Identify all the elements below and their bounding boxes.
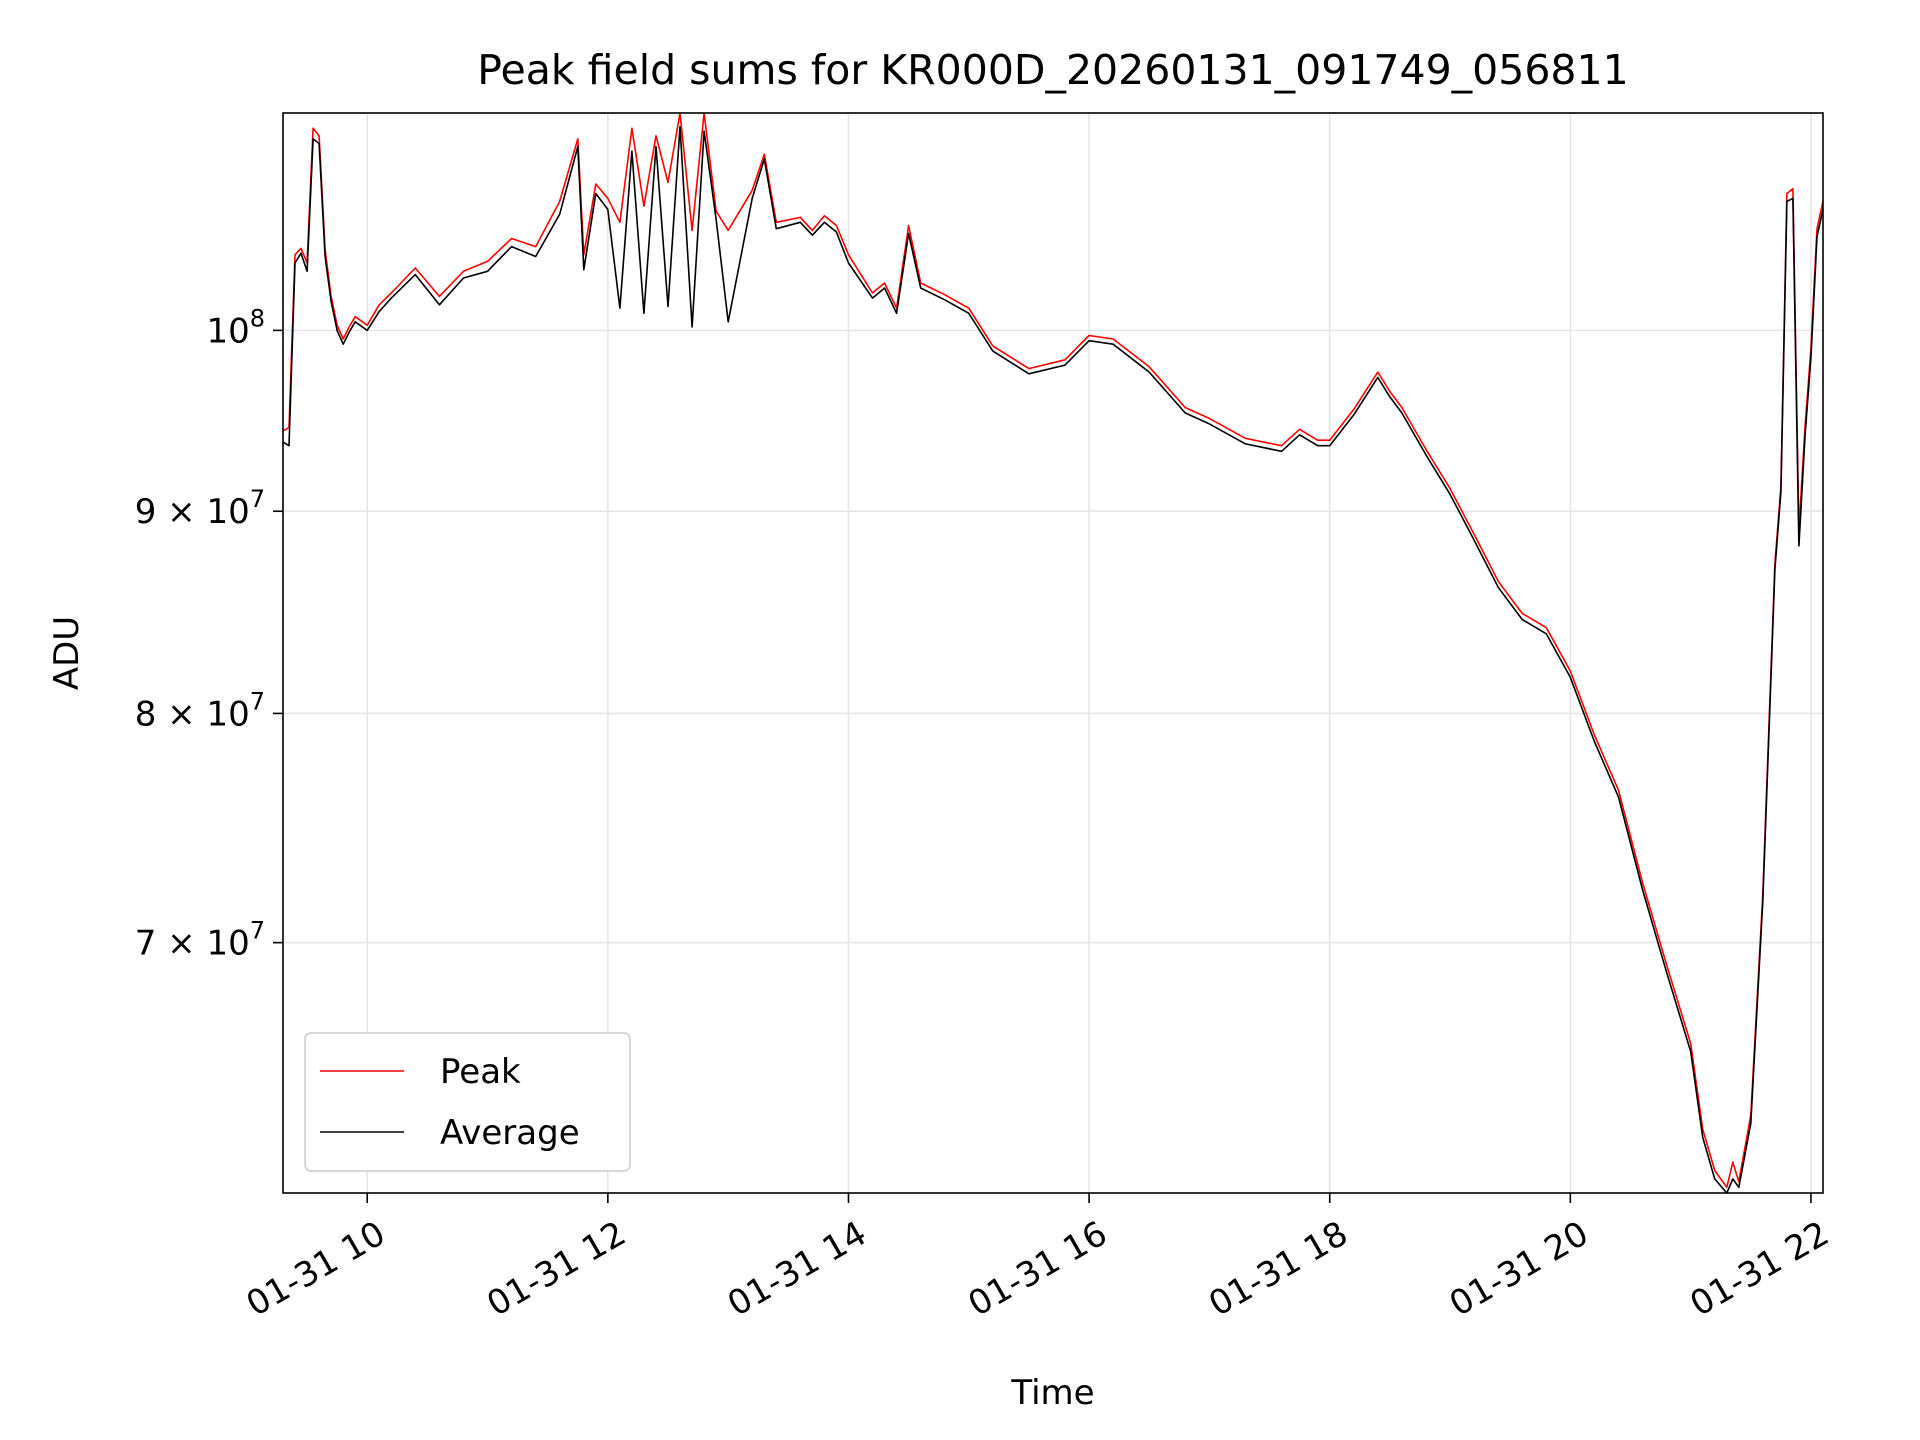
y-axis-label: ADU [47, 616, 87, 690]
y-tick-label: 9 × 107 [135, 485, 265, 532]
x-axis-label: Time [1010, 1373, 1094, 1413]
legend-box [304, 1032, 631, 1172]
legend-average-label: Average [440, 1113, 580, 1153]
chart-title: Peak field sums for KR000D_20260131_0917… [477, 46, 1628, 94]
grid-lines [283, 113, 1823, 1193]
y-axis-ticks: 108 9 × 107 8 × 107 7 × 107 [135, 304, 283, 964]
y-tick-label: 108 [206, 304, 265, 351]
legend-peak-label: Peak [440, 1052, 521, 1092]
y-tick-label: 7 × 107 [135, 917, 265, 964]
legend: Peak Average [304, 1032, 631, 1172]
series-line-average [282, 125, 1824, 1194]
series-lines [282, 112, 1824, 1194]
plot-frame [282, 112, 1824, 1194]
series-line-peak [282, 112, 1824, 1189]
y-tick-label: 8 × 107 [135, 687, 265, 734]
